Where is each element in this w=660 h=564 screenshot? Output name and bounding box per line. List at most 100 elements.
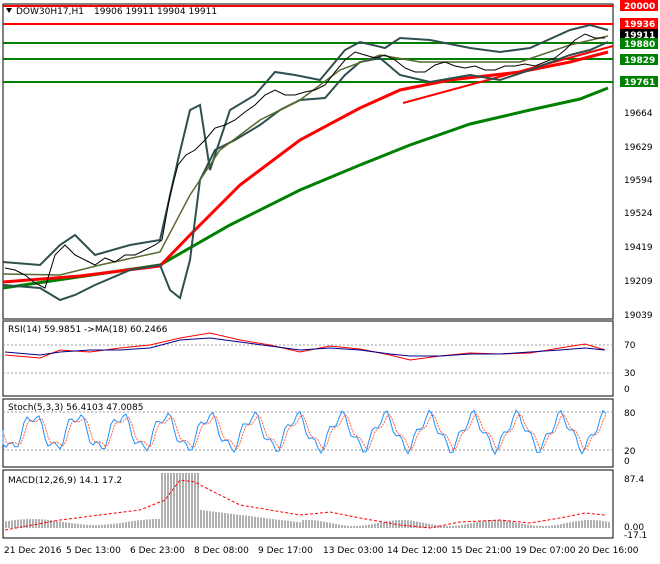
macd-bar	[416, 521, 418, 528]
macd-bar	[554, 525, 556, 528]
rsi-level-label: 0	[624, 385, 630, 395]
macd-bar	[530, 525, 532, 528]
macd-bar	[38, 519, 40, 528]
stoch-level-label: 0	[624, 457, 630, 467]
macd-bar	[365, 525, 367, 528]
macd-bar	[14, 520, 16, 528]
bollinger-lower	[2, 41, 609, 302]
macd-bar	[290, 521, 292, 528]
macd-bar	[47, 519, 49, 528]
macd-bar	[173, 473, 175, 528]
macd-bar	[335, 524, 337, 528]
price-label-19880: 19880	[624, 40, 655, 50]
macd-bar	[533, 525, 535, 528]
macd-bar	[74, 523, 76, 528]
rsi-level-label: 30	[624, 369, 636, 379]
price-axis-label: 19524	[624, 209, 653, 219]
rsi-pane[interactable]	[2, 320, 614, 397]
macd-bar	[182, 473, 184, 528]
symbol-label: DOW30H17,H1	[16, 7, 84, 17]
macd-bar	[170, 473, 172, 528]
rsi-ma-line	[4, 337, 606, 357]
macd-bar	[332, 523, 334, 528]
price-axis-label: 19664	[624, 109, 653, 119]
macd-bar	[476, 522, 478, 528]
macd-bar	[524, 524, 526, 528]
macd-bar	[53, 520, 55, 528]
price-label-19829-box	[620, 54, 658, 65]
macd-bar	[254, 516, 256, 528]
macd-bar	[284, 520, 286, 528]
macd-bar	[272, 519, 274, 528]
macd-bar	[299, 522, 301, 528]
stoch-main-line	[2, 409, 607, 456]
macd-bar	[440, 525, 442, 528]
macd-bar	[581, 520, 583, 528]
macd-bar	[80, 524, 82, 528]
price-label-19880-box	[620, 38, 658, 49]
macd-bar	[371, 524, 373, 528]
macd-bar	[149, 519, 151, 528]
macd-bar	[161, 473, 163, 528]
macd-bar	[362, 525, 364, 528]
macd-bar	[77, 523, 79, 528]
macd-bar	[197, 473, 199, 528]
macd-bar	[215, 511, 217, 528]
macd-bar	[17, 519, 19, 528]
price-axis-label: 19629	[624, 143, 653, 153]
macd-bar	[569, 522, 571, 528]
price-series	[4, 33, 605, 289]
macd-bar	[518, 522, 520, 528]
stoch-signal-line	[2, 413, 607, 451]
macd-bar	[29, 519, 31, 528]
time-axis-label: 15 Dec 21:00	[451, 546, 512, 556]
macd-label: MACD(12,26,9) 14.1 17.2	[8, 476, 122, 486]
macd-bar	[392, 520, 394, 528]
macd-bar	[230, 513, 232, 528]
macd-bar	[68, 522, 70, 528]
macd-bar	[239, 514, 241, 528]
macd-bar	[263, 517, 265, 528]
time-axis-label: 5 Dec 13:00	[66, 546, 121, 556]
ma-short	[2, 35, 609, 276]
macd-bar	[431, 524, 433, 528]
time-axis-label: 8 Dec 08:00	[194, 546, 249, 556]
macd-bar	[143, 519, 145, 528]
macd-bar	[338, 524, 340, 528]
macd-bar	[176, 473, 178, 528]
macd-bar	[551, 525, 553, 528]
macd-bar	[194, 473, 196, 528]
macd-bar	[65, 522, 67, 528]
menu-triangle-icon[interactable]	[6, 8, 12, 13]
price-axis-label: 19039	[624, 311, 653, 321]
macd-bar	[248, 516, 250, 528]
macd-bar	[131, 521, 133, 528]
macd-bar	[590, 520, 592, 528]
macd-bar	[536, 525, 538, 528]
price-label-19911: 19911	[624, 31, 655, 41]
time-axis-label: 14 Dec 12:00	[387, 546, 448, 556]
macd-bar	[98, 524, 100, 528]
macd-bar	[584, 520, 586, 528]
macd-level-label: 87.4	[624, 475, 644, 485]
price-axis: 19664 19629 19594 19524 19419 19209 1903…	[624, 109, 653, 321]
macd-bar	[95, 524, 97, 528]
macd-bar	[305, 520, 307, 528]
macd-bar	[155, 519, 157, 528]
macd-bar	[317, 520, 319, 528]
price-label-19761: 19761	[624, 78, 655, 88]
quote-label: 19906 19911 19904 19911	[94, 7, 217, 17]
stoch-pane[interactable]	[2, 398, 614, 468]
macd-bar	[563, 523, 565, 528]
stoch-level-label: 20	[624, 447, 636, 457]
macd-bar	[602, 521, 604, 528]
main-pane[interactable]	[2, 3, 614, 320]
macd-bar	[8, 520, 10, 528]
macd-bar	[470, 523, 472, 528]
macd-bar	[275, 519, 277, 528]
macd-bar	[398, 520, 400, 528]
time-axis: 21 Dec 2016 5 Dec 13:00 6 Dec 23:00 8 De…	[4, 546, 639, 556]
macd-bar	[287, 520, 289, 528]
